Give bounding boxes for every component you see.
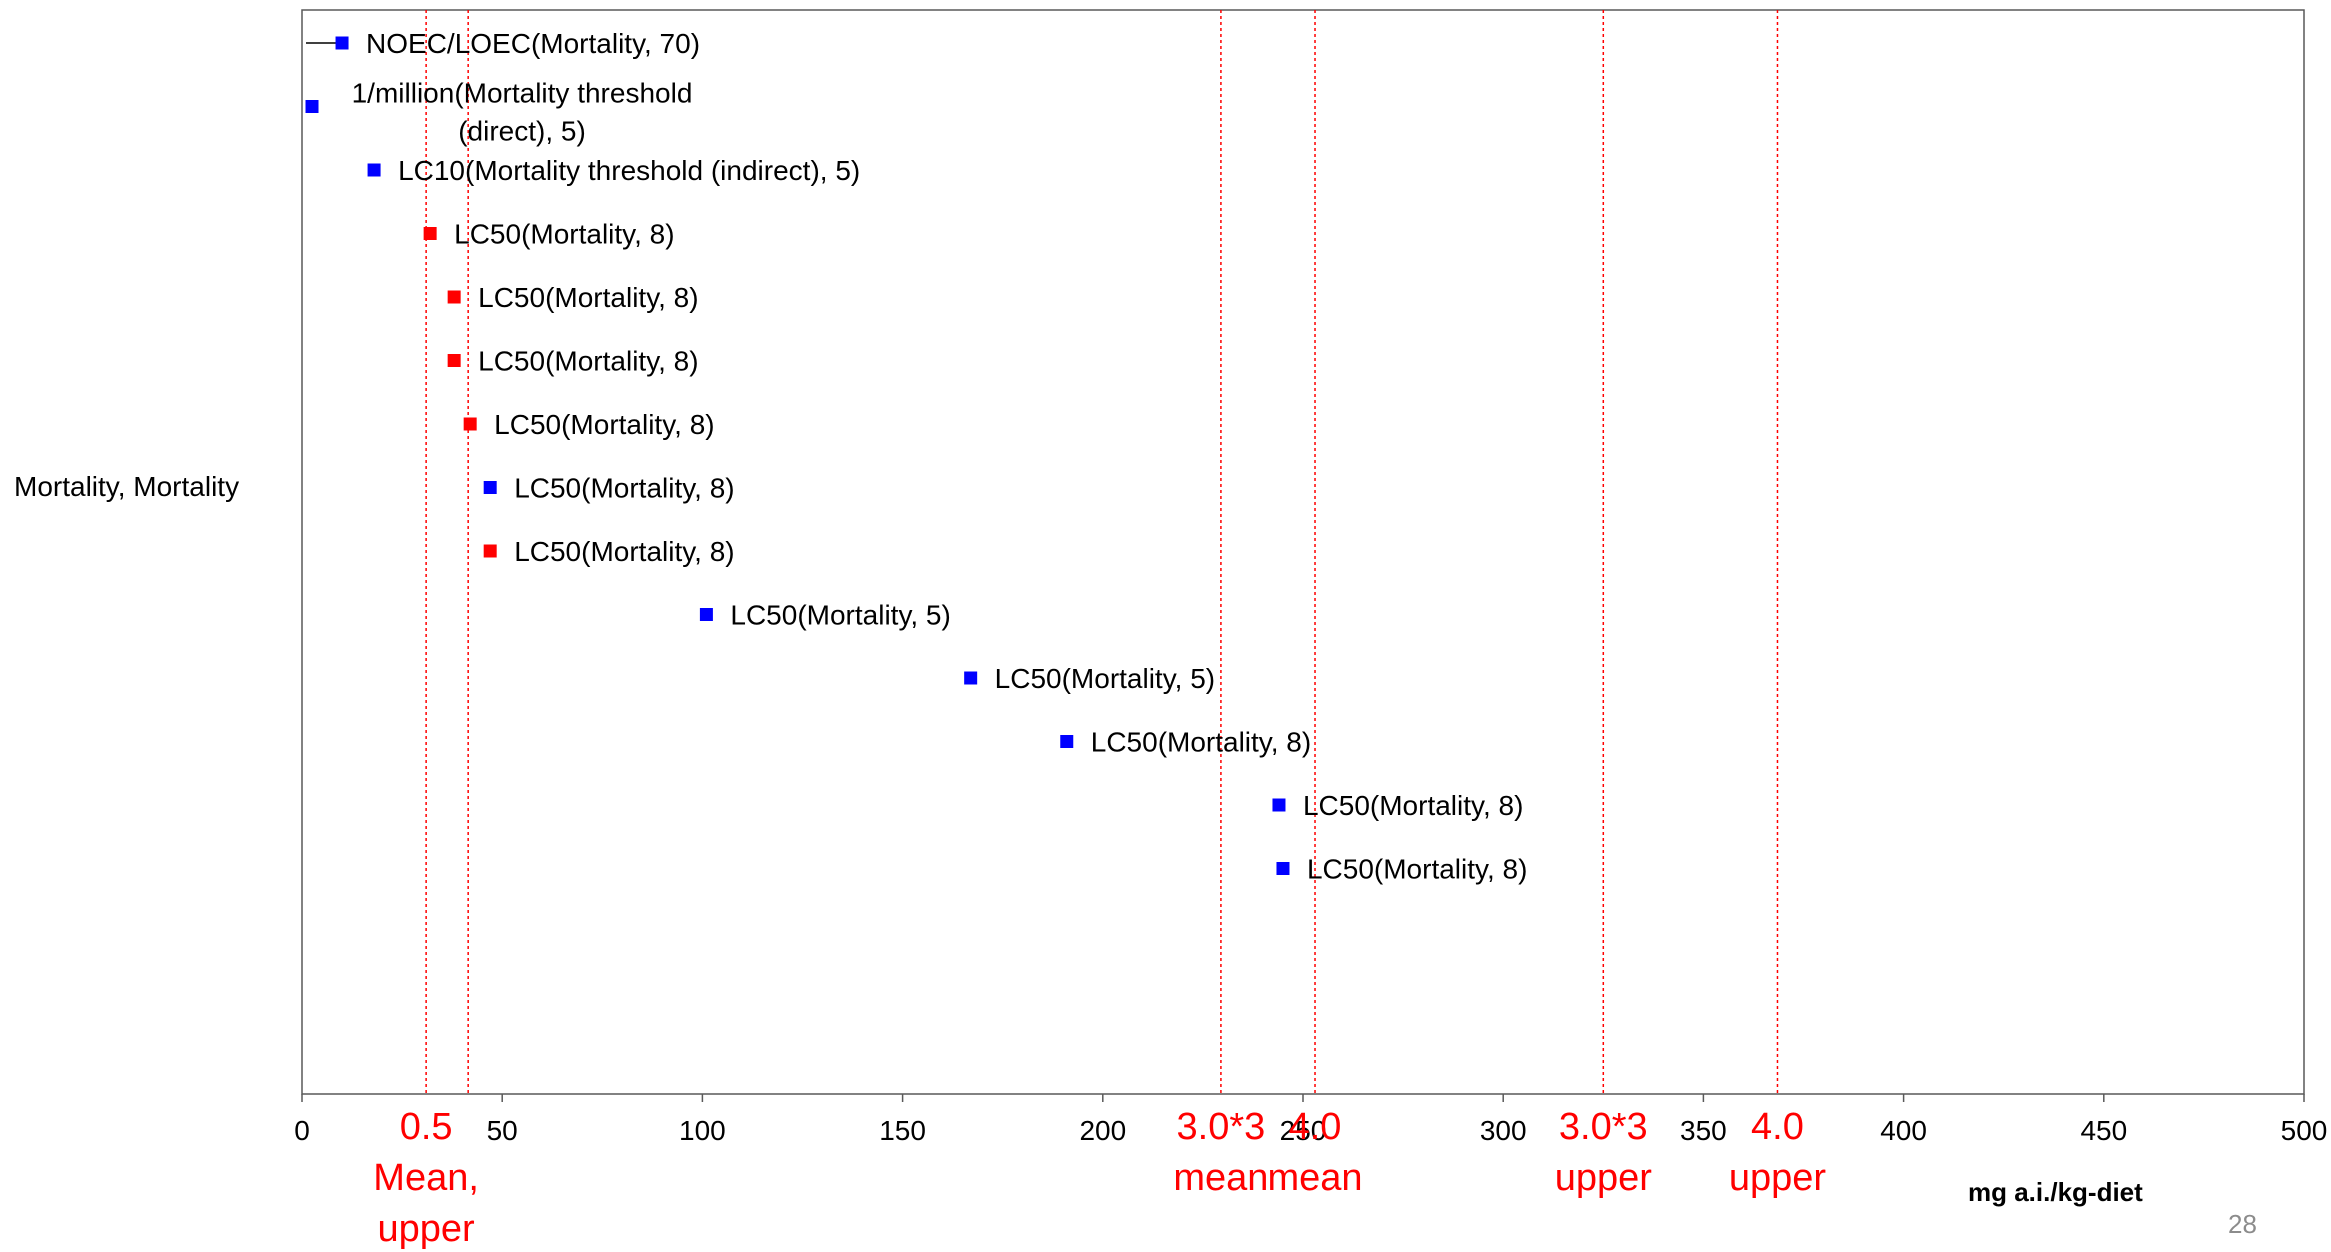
data-label: LC50(Mortality, 8) (454, 219, 674, 250)
data-point (964, 671, 978, 685)
data-label: LC50(Mortality, 8) (514, 536, 734, 567)
reference-line-label: Mean, (373, 1157, 479, 1199)
data-label: (direct), 5) (458, 116, 586, 147)
data-point (483, 481, 497, 494)
x-tick-label: 100 (679, 1115, 726, 1146)
reference-line-label: upper (378, 1208, 476, 1250)
category-axis-label: Mortality, Mortality (14, 471, 239, 502)
data-point (463, 417, 477, 431)
x-tick-label: 50 (487, 1115, 518, 1146)
reference-line-label: 4.0 (1751, 1106, 1804, 1148)
data-label: 1/million(Mortality threshold (352, 78, 693, 109)
reference-line-label: 0.5 (400, 1106, 453, 1148)
x-tick-label: 200 (1079, 1115, 1126, 1146)
reference-line-label: mean (1267, 1157, 1362, 1199)
reference-line-label: 3.0*3 (1559, 1106, 1648, 1148)
x-tick-label: 300 (1480, 1115, 1527, 1146)
x-tick-label: 500 (2281, 1115, 2328, 1146)
reference-lines: 0.5Mean,upper3.0*3mean4.0mean3.0*3upper4… (373, 10, 1826, 1250)
reference-line-label: upper (1729, 1157, 1827, 1199)
x-tick-label: 250 (1280, 1115, 1327, 1146)
data-label: NOEC/LOEC(Mortality, 70) (366, 28, 700, 59)
x-tick-label: 450 (2080, 1115, 2127, 1146)
page-number: 28 (2228, 1209, 2257, 1239)
data-label: LC50(Mortality, 8) (514, 473, 734, 504)
data-label: LC50(Mortality, 8) (1303, 790, 1523, 821)
x-tick-label: 400 (1880, 1115, 1927, 1146)
data-point (305, 100, 319, 113)
data-point (1272, 798, 1286, 812)
data-point (335, 36, 349, 50)
x-axis-title: mg a.i./kg-diet (1968, 1177, 2143, 1207)
data-point (423, 227, 437, 240)
data-points: NOEC/LOEC(Mortality, 70) 1/million(Mortal… (305, 28, 1527, 885)
data-label: LC50(Mortality, 8) (478, 282, 698, 313)
data-label: LC50(Mortality, 8) (1091, 727, 1311, 758)
data-label: LC50(Mortality, 8) (494, 409, 714, 440)
data-label: LC50(Mortality, 8) (478, 346, 698, 377)
data-label: LC10(Mortality threshold (indirect), 5) (398, 155, 860, 186)
data-point (1276, 862, 1290, 875)
x-tick-label: 0 (294, 1115, 310, 1146)
data-point (1060, 735, 1074, 748)
reference-line-label: mean (1173, 1157, 1268, 1199)
data-point (699, 608, 713, 621)
data-label: LC50(Mortality, 8) (1307, 854, 1527, 885)
x-tick-label: 150 (879, 1115, 926, 1146)
data-point (483, 544, 497, 558)
reference-line-label: upper (1555, 1157, 1653, 1199)
data-point (367, 163, 381, 177)
x-tick-label: 350 (1680, 1115, 1727, 1146)
data-point (447, 290, 461, 304)
data-point (447, 354, 461, 367)
reference-line-label: 4.0 (1289, 1106, 1342, 1148)
data-label: LC50(Mortality, 5) (730, 600, 950, 631)
reference-line-label: 3.0*3 (1177, 1106, 1266, 1148)
x-axis: 0 50 100 150 200 250 300 350 400 450 500 (294, 1094, 2327, 1146)
data-label: LC50(Mortality, 5) (995, 663, 1215, 694)
